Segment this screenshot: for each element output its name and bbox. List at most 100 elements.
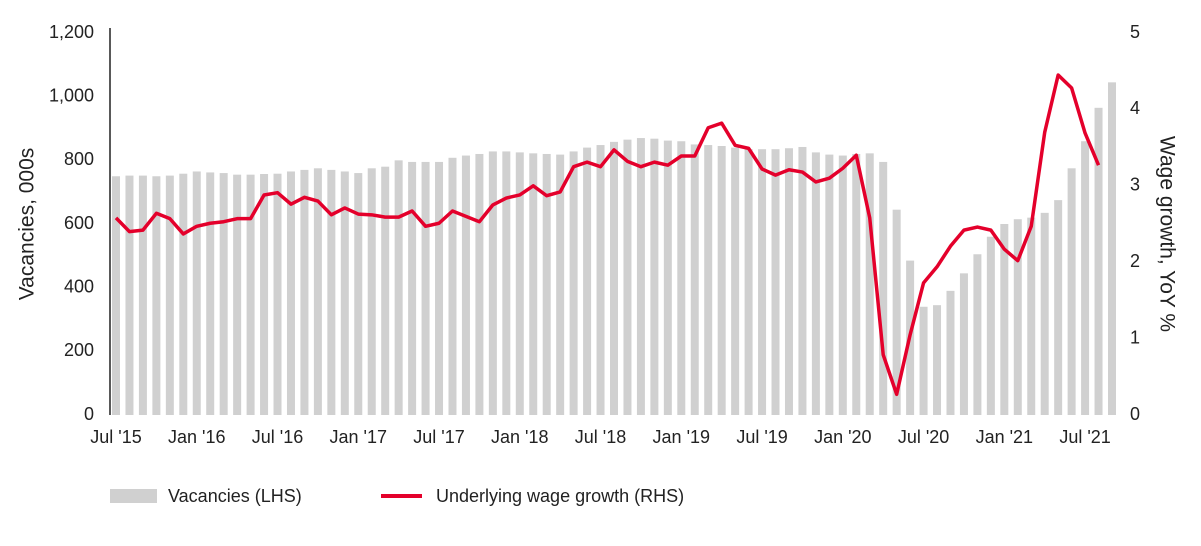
bar (192, 171, 201, 415)
bar (771, 149, 780, 416)
bar (300, 169, 309, 415)
bar (206, 172, 215, 415)
legend-swatch (110, 489, 157, 503)
bar (152, 176, 161, 415)
bar (138, 175, 147, 415)
x-tick-label: Jul '20 (898, 427, 949, 447)
bar (461, 155, 470, 415)
bar (1040, 212, 1049, 415)
bar (610, 141, 618, 415)
y-tick-label: 1,200 (49, 22, 94, 42)
bar (529, 153, 538, 415)
bar (488, 151, 497, 416)
bar (475, 153, 484, 415)
bar (852, 153, 861, 415)
x-tick-label: Jan '20 (814, 427, 871, 447)
bar (542, 153, 551, 415)
bar (1081, 141, 1090, 415)
bar (663, 140, 672, 415)
bar (381, 166, 390, 415)
y-axis-title: Vacancies, 000s (16, 148, 39, 301)
bar (246, 174, 255, 415)
legend-label: Underlying wage growth (RHS) (436, 486, 684, 506)
y-tick-label: 800 (64, 149, 94, 169)
x-tick-label: Jan '16 (168, 427, 225, 447)
bar (986, 236, 995, 415)
bar (1027, 217, 1036, 415)
bar (260, 174, 269, 415)
bar (650, 138, 659, 416)
bar (1000, 224, 1009, 415)
bar (704, 145, 713, 415)
bar (1108, 82, 1116, 415)
bar (744, 149, 753, 416)
x-tick-label: Jan '19 (653, 427, 710, 447)
y-tick-label: 0 (84, 404, 94, 424)
y-tick-label: 1,000 (49, 85, 94, 105)
x-tick-label: Jan '18 (491, 427, 548, 447)
bar (892, 209, 901, 415)
bar (569, 151, 578, 416)
bar (125, 175, 134, 415)
bar (502, 151, 511, 416)
bar (394, 160, 403, 415)
bar (717, 146, 726, 415)
bar (435, 161, 444, 415)
bar (367, 168, 376, 415)
bar (811, 152, 820, 415)
bar (879, 161, 888, 415)
y-tick-label: 400 (64, 276, 94, 296)
bar (219, 173, 228, 415)
bar (1067, 168, 1076, 415)
line (114, 73, 1101, 397)
y2-axis-title: Wage growth, YoY % (1155, 136, 1178, 332)
bar (919, 306, 928, 415)
legend-label: Vacancies (LHS) (168, 486, 302, 506)
x-tick-label: Jul '16 (252, 427, 303, 447)
x-tick-label: Jan '21 (976, 427, 1033, 447)
bar (731, 147, 740, 415)
bar (286, 171, 295, 415)
x-tick-label: Jul '17 (413, 427, 464, 447)
y2-tick-label: 0 (1130, 404, 1140, 424)
bar (556, 154, 565, 415)
bar (690, 144, 699, 415)
y-tick-label: 200 (64, 340, 94, 360)
bar (112, 176, 120, 415)
bar (179, 173, 188, 415)
bar (838, 155, 847, 415)
bar (677, 141, 686, 415)
bar (340, 171, 349, 415)
bar (973, 254, 982, 415)
bar (636, 138, 645, 416)
bar (758, 149, 767, 416)
bar (233, 174, 242, 415)
y2-tick-label: 5 (1130, 22, 1140, 42)
bar (273, 173, 282, 415)
bar (421, 161, 430, 415)
x-tick-label: Jul '15 (90, 427, 141, 447)
bar (946, 290, 955, 415)
y2-tick-label: 2 (1130, 251, 1140, 271)
bar (354, 173, 363, 415)
y2-tick-label: 4 (1130, 98, 1140, 118)
bar (596, 145, 605, 415)
y2-tick-label: 3 (1130, 175, 1140, 195)
bar (327, 169, 336, 415)
bar (313, 168, 322, 415)
bar (583, 147, 592, 415)
bar (798, 146, 807, 416)
bar (1094, 107, 1103, 415)
bar (515, 152, 524, 415)
bar (448, 157, 457, 415)
x-tick-label: Jan '17 (330, 427, 387, 447)
bar (1054, 200, 1063, 415)
x-tick-label: Jul '19 (736, 427, 787, 447)
bar (165, 175, 174, 415)
bar (825, 154, 834, 415)
bar (623, 139, 632, 415)
bar (865, 153, 874, 415)
bar (408, 161, 417, 415)
bar (959, 273, 968, 415)
